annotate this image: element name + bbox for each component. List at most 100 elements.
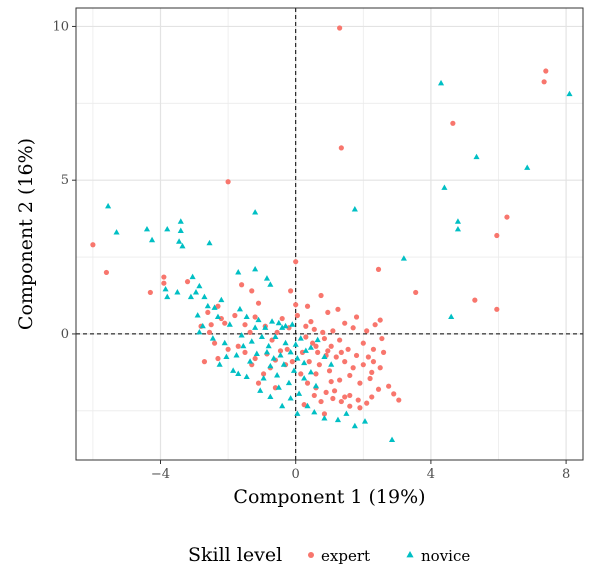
point-expert [494, 306, 500, 312]
point-expert [357, 380, 363, 386]
legend-key-novice [406, 551, 414, 558]
point-novice [361, 418, 369, 424]
point-expert [330, 328, 336, 334]
point-expert [331, 388, 338, 394]
point-expert [338, 349, 344, 355]
point-novice [294, 355, 301, 361]
point-expert [247, 329, 253, 335]
point-expert [235, 343, 241, 349]
x-tick-label: 4 [427, 467, 435, 482]
point-expert [350, 325, 356, 331]
point-expert [357, 405, 363, 411]
point-expert [260, 371, 267, 377]
point-novice [192, 289, 200, 295]
point-expert [338, 145, 344, 151]
point-novice [312, 382, 320, 389]
point-novice [148, 236, 156, 243]
point-expert [370, 359, 377, 365]
point-expert [252, 314, 258, 320]
point-expert [321, 335, 328, 342]
point-expert [211, 340, 218, 346]
point-novice [260, 375, 267, 381]
point-novice [267, 393, 274, 400]
point-novice [566, 90, 573, 97]
point-novice [204, 302, 211, 309]
point-novice [282, 322, 289, 329]
point-novice [301, 375, 308, 381]
point-expert [242, 322, 248, 328]
point-expert [205, 309, 211, 316]
point-expert [208, 322, 214, 328]
point-novice [437, 79, 445, 86]
point-expert [288, 288, 294, 294]
point-expert [239, 282, 245, 288]
point-expert [301, 402, 307, 408]
point-expert [103, 269, 110, 276]
point-novice [179, 242, 186, 249]
point-novice [164, 293, 171, 300]
point-novice [262, 324, 269, 330]
point-expert [274, 329, 280, 335]
point-novice [257, 387, 264, 393]
point-novice [214, 313, 222, 320]
point-novice [230, 367, 237, 373]
point-novice [292, 341, 299, 347]
point-expert [308, 319, 314, 325]
point-novice [287, 395, 294, 401]
point-expert [289, 359, 295, 365]
point-novice [287, 348, 294, 355]
point-novice [189, 273, 196, 280]
point-novice [223, 353, 230, 360]
point-novice [328, 361, 335, 367]
point-expert [161, 274, 167, 280]
point-expert [386, 383, 392, 389]
point-expert [450, 120, 456, 126]
point-novice [400, 255, 407, 261]
point-expert [90, 242, 96, 248]
point-expert [396, 397, 402, 403]
point-novice [321, 353, 328, 360]
x-tick-label: 0 [292, 467, 300, 482]
point-expert [377, 365, 383, 371]
point-expert [249, 288, 255, 294]
point-expert [318, 398, 324, 405]
point-novice [209, 335, 216, 341]
legend-key-expert [308, 552, 314, 558]
point-novice [216, 361, 223, 367]
point-expert [293, 302, 299, 308]
point-expert [311, 392, 317, 399]
point-novice [143, 225, 151, 232]
point-expert [184, 279, 191, 285]
point-expert [328, 378, 334, 385]
point-novice [252, 265, 259, 272]
point-novice [282, 339, 289, 346]
point-novice [248, 338, 255, 344]
point-novice [233, 352, 240, 358]
point-novice [272, 333, 279, 340]
data-points [90, 25, 573, 443]
point-expert [218, 315, 224, 322]
point-expert [326, 368, 333, 374]
point-novice [196, 282, 203, 289]
point-expert [225, 179, 231, 185]
legend-title: Skill level [188, 544, 282, 566]
point-novice [290, 367, 298, 373]
point-expert [342, 394, 348, 400]
point-novice [226, 321, 233, 327]
point-novice [314, 336, 321, 343]
point-novice [268, 318, 276, 324]
point-novice [311, 408, 318, 415]
point-expert [337, 377, 343, 383]
point-novice [177, 218, 184, 224]
point-expert [379, 335, 385, 342]
point-novice [235, 269, 242, 275]
point-expert [304, 380, 311, 386]
point-expert [370, 346, 377, 352]
point-expert [345, 346, 351, 352]
point-novice [247, 358, 254, 364]
y-axis-ticks: 0 5 10 [52, 19, 76, 342]
legend: Skill level expert novice [188, 544, 470, 566]
point-novice [351, 206, 358, 212]
point-novice [280, 361, 287, 367]
point-novice [176, 238, 183, 244]
